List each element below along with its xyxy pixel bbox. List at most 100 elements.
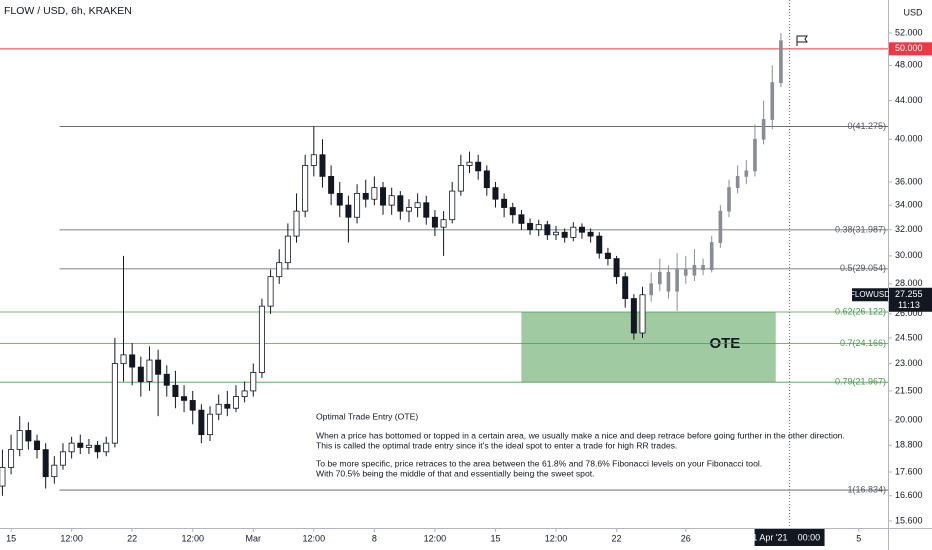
candle-body	[250, 372, 257, 392]
candle-body	[163, 373, 170, 386]
candle-body	[16, 430, 23, 451]
y-tick-label: 34.000	[895, 200, 923, 210]
annotation-title: Optimal Trade Entry (OTE)	[316, 411, 418, 421]
candle-body	[42, 449, 49, 478]
candle-body	[553, 231, 560, 236]
x-tick-label: 12:00	[424, 533, 447, 543]
candle-body	[77, 442, 84, 448]
candle-body	[328, 175, 335, 194]
y-tick-label: 28.000	[895, 278, 923, 288]
x-tick-label: 22	[612, 533, 622, 543]
fib-label: 0.5(29.054)	[840, 263, 886, 273]
candle-body	[492, 187, 499, 200]
y-tick-label: 52.000	[895, 27, 923, 37]
candle-body	[354, 192, 361, 218]
candle-body	[683, 269, 688, 276]
candle-body	[293, 210, 300, 237]
candle-body	[587, 231, 594, 237]
candle-body	[727, 187, 731, 212]
last-price-tag	[889, 287, 932, 312]
annotation-line: To be more specific, price retraces to t…	[316, 458, 762, 468]
candle-body	[284, 235, 291, 264]
symbol-tag	[852, 288, 888, 302]
x-tick-label: 22	[127, 533, 137, 543]
axis-unit: USD	[903, 7, 923, 17]
candle-body	[319, 154, 326, 177]
y-tick-label: 24.500	[895, 332, 923, 342]
candle-body	[457, 165, 464, 192]
candle-body	[440, 219, 447, 228]
annotation-line: This is called the optimal trade entry s…	[316, 440, 677, 450]
candle-body	[232, 396, 239, 409]
candle-body	[639, 294, 646, 334]
price-line-label: 50.000	[895, 43, 923, 53]
candle-body	[501, 198, 508, 208]
candle-body	[181, 396, 188, 401]
candle-body	[613, 258, 620, 278]
y-tick-label: 15.600	[895, 515, 923, 525]
candle-body	[146, 359, 153, 382]
candle-body	[172, 384, 179, 397]
candle-body	[68, 442, 75, 453]
candle-body	[544, 224, 551, 236]
candle-body	[336, 192, 343, 206]
candle-body	[302, 165, 309, 212]
y-tick-label: 40.000	[895, 134, 923, 144]
candle-body	[770, 82, 775, 120]
candle-body	[527, 223, 534, 231]
y-tick-label: 23.000	[895, 358, 923, 368]
y-tick-label: 32.000	[895, 224, 923, 234]
candle-body	[267, 276, 274, 307]
fib-label: 0(41.275)	[847, 121, 886, 131]
y-tick-label: 26.000	[895, 308, 923, 318]
candle-body	[215, 403, 222, 415]
candle-body	[189, 400, 196, 411]
candle-body	[596, 235, 603, 254]
candle-body	[405, 207, 412, 212]
x-tick-label: 15	[490, 533, 500, 543]
x-tick-label: 12:00	[303, 533, 326, 543]
candle-body	[630, 298, 637, 334]
candle-body	[224, 403, 231, 409]
symbol-label: FLOWUSD	[850, 290, 890, 299]
candle-body	[51, 464, 58, 478]
candle-body	[85, 444, 92, 448]
candle-body	[362, 192, 369, 200]
annotation-line: With 70.5% being the middle of that and …	[316, 468, 595, 478]
candle-body	[518, 214, 525, 224]
candle-body	[137, 366, 144, 382]
candle-body	[207, 413, 214, 436]
candle-body	[25, 430, 32, 442]
candle-body	[578, 226, 585, 233]
candle-body	[692, 265, 697, 276]
x-tick-label: 26	[681, 533, 691, 543]
candle-body	[657, 272, 662, 285]
candle-body	[103, 442, 110, 453]
candle-body	[397, 195, 404, 212]
y-tick-label: 16.600	[895, 490, 923, 500]
candle-body	[675, 269, 679, 292]
x-tick-label: 12:00	[60, 533, 83, 543]
candle-body	[718, 210, 723, 243]
candle-body	[120, 354, 127, 364]
candle-body	[34, 440, 41, 451]
y-tick-label: 20.000	[895, 415, 923, 425]
price-line-tag	[889, 42, 932, 56]
x-tick-label: Mar	[246, 533, 262, 543]
candle-body	[380, 187, 387, 206]
candle-body	[0, 467, 6, 487]
candle-body	[449, 190, 456, 221]
crosshair-time: 00:00	[798, 532, 821, 542]
candle-body	[414, 202, 421, 208]
axes: 52.000 48.000 44.000 40.000 36.000 34.000 32.0…	[6, 27, 932, 546]
candle-body	[111, 363, 118, 444]
candle-body	[753, 138, 757, 172]
last-price-label: 27.255	[895, 289, 923, 299]
x-tick-label: 12:00	[545, 533, 568, 543]
candle-body	[666, 272, 671, 292]
candle-body	[709, 242, 714, 271]
candle-body	[735, 175, 740, 189]
candle-body	[241, 390, 248, 397]
y-tick-label: 48.000	[895, 60, 923, 70]
